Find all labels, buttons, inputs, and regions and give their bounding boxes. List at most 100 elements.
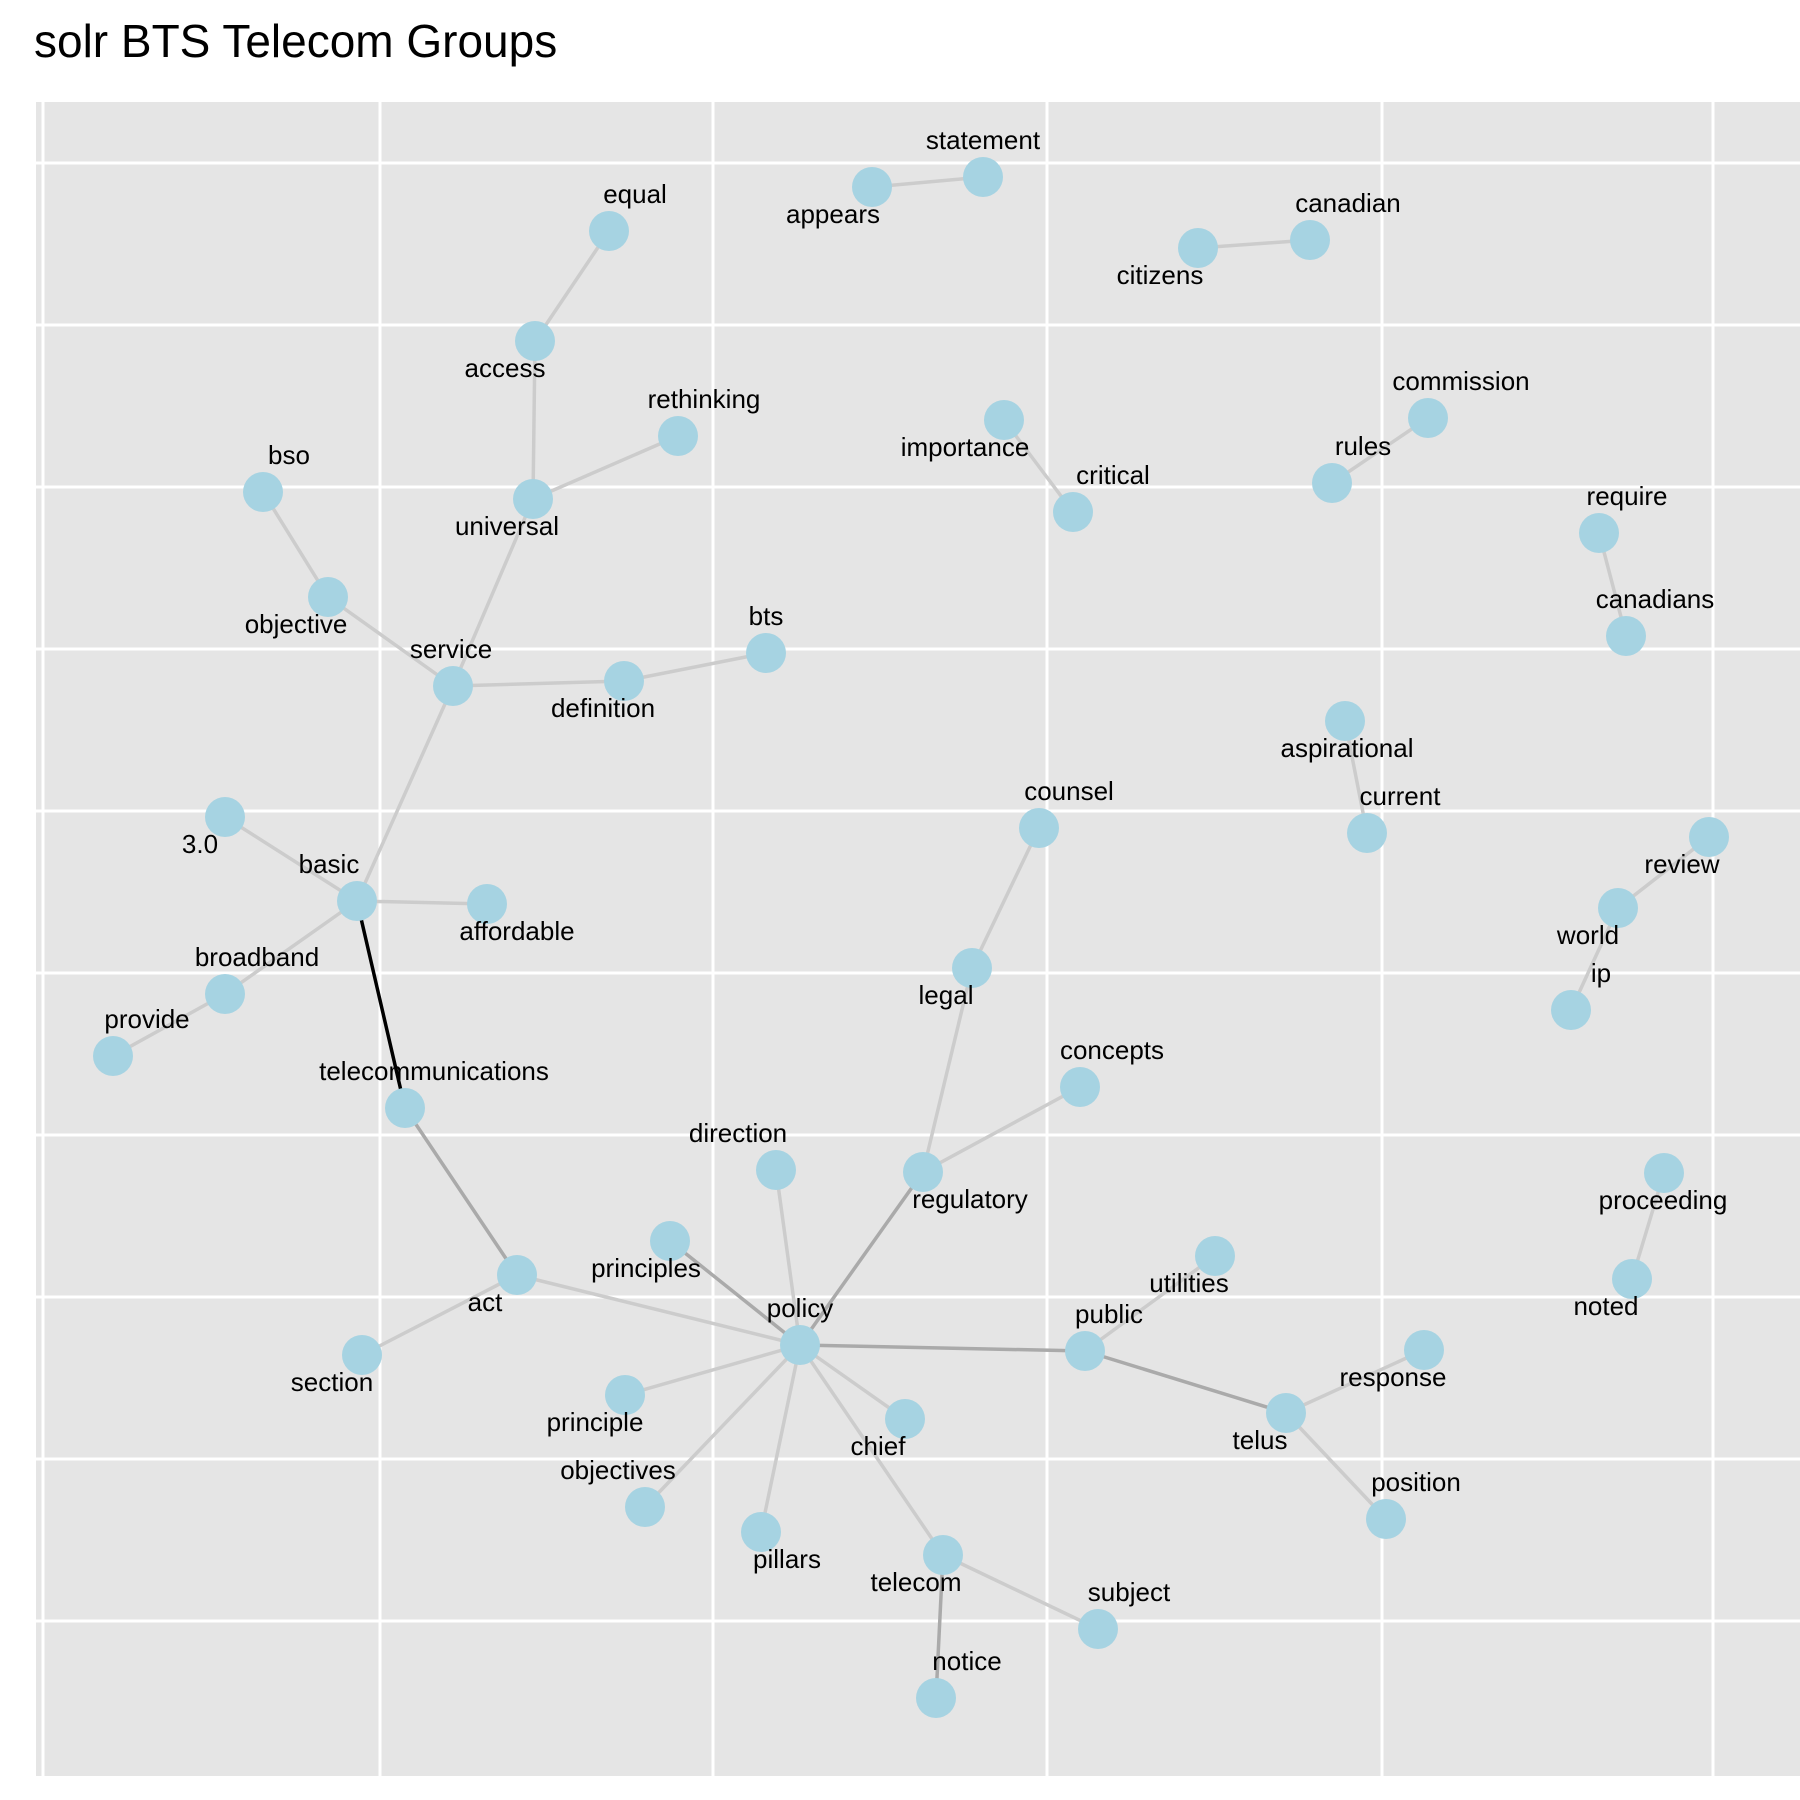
node-legal[interactable]: [952, 948, 992, 988]
node-label-bso: bso: [268, 440, 310, 470]
node-label-utilities: utilities: [1149, 1268, 1228, 1298]
node-telus[interactable]: [1266, 1393, 1306, 1433]
node-label-definition: definition: [551, 693, 655, 723]
node-pillars[interactable]: [741, 1512, 781, 1552]
edge-regulatory-policy: [798, 1170, 925, 1347]
node-public[interactable]: [1065, 1331, 1105, 1371]
node-label-direction: direction: [689, 1118, 787, 1148]
node-act[interactable]: [497, 1255, 537, 1295]
node-policy[interactable]: [780, 1325, 820, 1365]
node-position[interactable]: [1366, 1499, 1406, 1539]
node-label-provide: provide: [104, 1004, 189, 1034]
node-statement[interactable]: [963, 157, 1003, 197]
edge-service-definition: [451, 679, 626, 688]
node-utilities[interactable]: [1195, 1236, 1235, 1276]
node-label-telecom: telecom: [870, 1567, 961, 1597]
plot-panel: [36, 102, 1800, 1776]
edge-telecommunications-act: [403, 1106, 519, 1277]
node-principles[interactable]: [650, 1221, 690, 1261]
node-commission[interactable]: [1408, 398, 1448, 438]
node-basic[interactable]: [337, 881, 377, 921]
node-subject[interactable]: [1078, 1609, 1118, 1649]
node-provide[interactable]: [93, 1036, 133, 1076]
node-direction[interactable]: [756, 1150, 796, 1190]
edge-policy-principle: [623, 1343, 802, 1397]
edge-legal-regulatory: [921, 966, 974, 1174]
node-telecom[interactable]: [923, 1535, 963, 1575]
node-world[interactable]: [1598, 888, 1638, 928]
grid-lines: [36, 102, 1800, 1776]
node-citizens[interactable]: [1178, 228, 1218, 268]
node-label-telecommunications: telecommunications: [319, 1056, 549, 1086]
edge-regulatory-concepts: [921, 1085, 1082, 1174]
node-require[interactable]: [1579, 513, 1619, 553]
edge-access-equal: [533, 229, 611, 343]
node-notice[interactable]: [916, 1678, 956, 1718]
node-label-affordable: affordable: [459, 916, 574, 946]
node-label-equal: equal: [603, 179, 667, 209]
node-label-rules: rules: [1335, 431, 1391, 461]
node-label-subject: subject: [1088, 1577, 1171, 1607]
node-concepts[interactable]: [1060, 1067, 1100, 1107]
node-label-position: position: [1371, 1467, 1461, 1497]
node-label-act: act: [468, 1287, 503, 1317]
edge-basic-broadband: [223, 899, 359, 996]
node-label-principles: principles: [591, 1253, 701, 1283]
node-label-regulatory: regulatory: [912, 1184, 1028, 1214]
edge-3.0-basic: [223, 815, 359, 903]
node-service[interactable]: [433, 666, 473, 706]
node-review[interactable]: [1689, 817, 1729, 857]
node-counsel[interactable]: [1019, 808, 1059, 848]
node-affordable[interactable]: [467, 884, 507, 924]
node-equal[interactable]: [589, 211, 629, 251]
node-label-citizens: citizens: [1117, 260, 1204, 290]
edge-universal-access: [531, 339, 537, 501]
node-bso[interactable]: [243, 472, 283, 512]
node-importance[interactable]: [984, 400, 1024, 440]
node-telecommunications[interactable]: [385, 1088, 425, 1128]
node-proceeding[interactable]: [1644, 1153, 1684, 1193]
edge-policy-chief: [798, 1343, 907, 1421]
node-objective[interactable]: [308, 577, 348, 617]
node-broadband[interactable]: [205, 974, 245, 1014]
edge-policy-pillars: [759, 1343, 802, 1534]
edge-utilities-public: [1083, 1254, 1217, 1353]
edge-act-policy: [515, 1273, 802, 1347]
node-current[interactable]: [1347, 813, 1387, 853]
node-label-importance: importance: [901, 432, 1030, 462]
node-canadians[interactable]: [1606, 616, 1646, 656]
node-regulatory[interactable]: [903, 1152, 943, 1192]
node-rules[interactable]: [1312, 463, 1352, 503]
edge-basic-service: [355, 684, 455, 903]
node-noted[interactable]: [1612, 1259, 1652, 1299]
node-principle[interactable]: [605, 1375, 645, 1415]
node-3-0[interactable]: [205, 797, 245, 837]
node-access[interactable]: [515, 321, 555, 361]
node-label-critical: critical: [1076, 460, 1150, 490]
node-critical[interactable]: [1053, 492, 1093, 532]
node-chief[interactable]: [885, 1399, 925, 1439]
node-aspirational[interactable]: [1325, 701, 1365, 741]
node-universal[interactable]: [513, 479, 553, 519]
edge-principles-policy: [668, 1239, 802, 1347]
node-canadian[interactable]: [1290, 220, 1330, 260]
node-rethinking[interactable]: [658, 416, 698, 456]
node-objectives[interactable]: [625, 1487, 665, 1527]
node-response[interactable]: [1404, 1330, 1444, 1370]
node-label-public: public: [1075, 1299, 1143, 1329]
node-appears[interactable]: [852, 167, 892, 207]
nodes: [93, 157, 1729, 1718]
node-ip[interactable]: [1551, 990, 1591, 1030]
edge-universal-rethinking: [531, 434, 680, 501]
node-bts[interactable]: [746, 633, 786, 673]
node-label-review: review: [1644, 849, 1719, 879]
node-section[interactable]: [342, 1335, 382, 1375]
edge-act-section: [360, 1273, 519, 1357]
node-definition[interactable]: [604, 661, 644, 701]
edge-policy-telecom: [798, 1343, 945, 1557]
node-label-require: require: [1587, 481, 1668, 511]
node-label-aspirational: aspirational: [1281, 733, 1414, 763]
node-label-pillars: pillars: [753, 1544, 821, 1574]
node-label-objective: objective: [245, 609, 348, 639]
node-label-commission: commission: [1392, 366, 1529, 396]
